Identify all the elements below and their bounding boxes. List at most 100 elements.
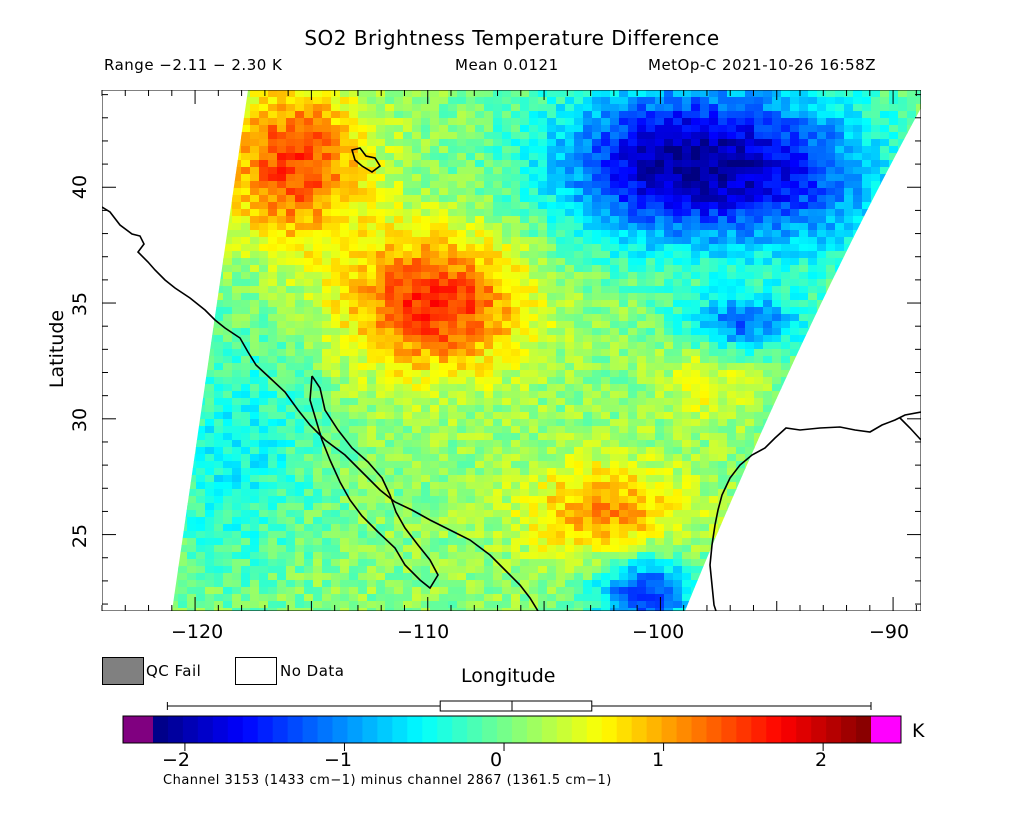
- swath-pixel: [700, 216, 710, 224]
- swath-pixel: [862, 174, 872, 182]
- swath-pixel: [205, 118, 215, 126]
- swath-pixel: [709, 251, 719, 259]
- swath-pixel: [601, 167, 611, 175]
- swath-pixel: [205, 412, 215, 420]
- swath-pixel: [205, 111, 215, 119]
- swath-pixel: [718, 447, 728, 455]
- swath-pixel: [547, 146, 557, 154]
- swath-pixel: [880, 335, 890, 343]
- swath-pixel: [628, 363, 638, 371]
- swath-pixel: [547, 356, 557, 364]
- swath-pixel: [160, 258, 170, 266]
- swath-pixel: [565, 90, 575, 98]
- swath-pixel: [412, 349, 422, 357]
- swath-pixel: [673, 237, 683, 245]
- swath-pixel: [538, 188, 548, 196]
- swath-pixel: [682, 118, 692, 126]
- swath-pixel: [880, 342, 890, 350]
- swath-pixel: [493, 104, 503, 112]
- swath-pixel: [196, 160, 206, 168]
- swath-pixel: [772, 195, 782, 203]
- swath-pixel: [178, 132, 188, 140]
- swath-pixel: [304, 293, 314, 301]
- swath-pixel: [871, 97, 881, 105]
- swath-pixel: [862, 447, 872, 455]
- swath-pixel: [313, 195, 323, 203]
- swath-pixel: [241, 475, 251, 483]
- swath-pixel: [700, 209, 710, 217]
- swath-pixel: [223, 321, 233, 329]
- swath-pixel: [565, 377, 575, 385]
- swath-pixel: [745, 475, 755, 483]
- swath-pixel: [835, 433, 845, 441]
- swath-pixel: [178, 482, 188, 490]
- swath-pixel: [790, 237, 800, 245]
- swath-pixel: [682, 181, 692, 189]
- swath-pixel: [295, 188, 305, 196]
- swath-pixel: [412, 167, 422, 175]
- swath-pixel: [826, 195, 836, 203]
- swath-pixel: [448, 90, 458, 98]
- swath-pixel: [907, 167, 917, 175]
- swath-pixel: [682, 475, 692, 483]
- swath-pixel: [196, 398, 206, 406]
- swath-pixel: [448, 293, 458, 301]
- swath-pixel: [799, 286, 809, 294]
- swath-pixel: [172, 97, 179, 105]
- swath-pixel: [592, 391, 602, 399]
- swath-pixel: [376, 251, 386, 259]
- swath-pixel: [898, 132, 908, 140]
- swath-pixel: [862, 244, 872, 252]
- swath-pixel: [529, 111, 539, 119]
- swath-pixel: [493, 216, 503, 224]
- swath-pixel: [817, 433, 827, 441]
- swath-pixel: [403, 496, 413, 504]
- swath-pixel: [835, 391, 845, 399]
- swath-pixel: [367, 426, 377, 434]
- swath-pixel: [172, 405, 179, 413]
- swath-pixel: [727, 90, 737, 98]
- swath-pixel: [709, 363, 719, 371]
- swath-pixel: [853, 307, 863, 315]
- swath-pixel: [853, 433, 863, 441]
- swath-pixel: [286, 405, 296, 413]
- swath-pixel: [547, 97, 557, 105]
- swath-pixel: [529, 244, 539, 252]
- swath-pixel: [709, 447, 719, 455]
- swath-pixel: [529, 118, 539, 126]
- swath-pixel: [583, 307, 593, 315]
- swath-pixel: [691, 223, 701, 231]
- swath-pixel: [448, 188, 458, 196]
- swath-pixel: [268, 391, 278, 399]
- swath-pixel: [475, 363, 485, 371]
- swath-pixel: [655, 258, 665, 266]
- swath-pixel: [538, 314, 548, 322]
- swath-pixel: [394, 265, 404, 273]
- swath-pixel: [466, 475, 476, 483]
- swath-pixel: [709, 237, 719, 245]
- swath-pixel: [187, 335, 197, 343]
- swath-pixel: [646, 202, 656, 210]
- swath-pixel: [511, 279, 521, 287]
- swath-pixel: [322, 146, 332, 154]
- swath-pixel: [367, 104, 377, 112]
- swath-pixel: [493, 258, 503, 266]
- swath-pixel: [835, 181, 845, 189]
- swath-pixel: [502, 244, 512, 252]
- swath-pixel: [385, 167, 395, 175]
- swath-pixel: [538, 482, 548, 490]
- swath-pixel: [655, 384, 665, 392]
- swath-pixel: [349, 300, 359, 308]
- swath-pixel: [493, 475, 503, 483]
- swath-pixel: [610, 104, 620, 112]
- swath-pixel: [511, 188, 521, 196]
- swath-pixel: [430, 251, 440, 259]
- swath-pixel: [709, 279, 719, 287]
- swath-pixel: [304, 398, 314, 406]
- swath-pixel: [682, 391, 692, 399]
- swath-pixel: [331, 153, 341, 161]
- swath-pixel: [322, 188, 332, 196]
- swath-pixel: [547, 454, 557, 462]
- swath-pixel: [340, 489, 350, 497]
- swath-pixel: [619, 489, 629, 497]
